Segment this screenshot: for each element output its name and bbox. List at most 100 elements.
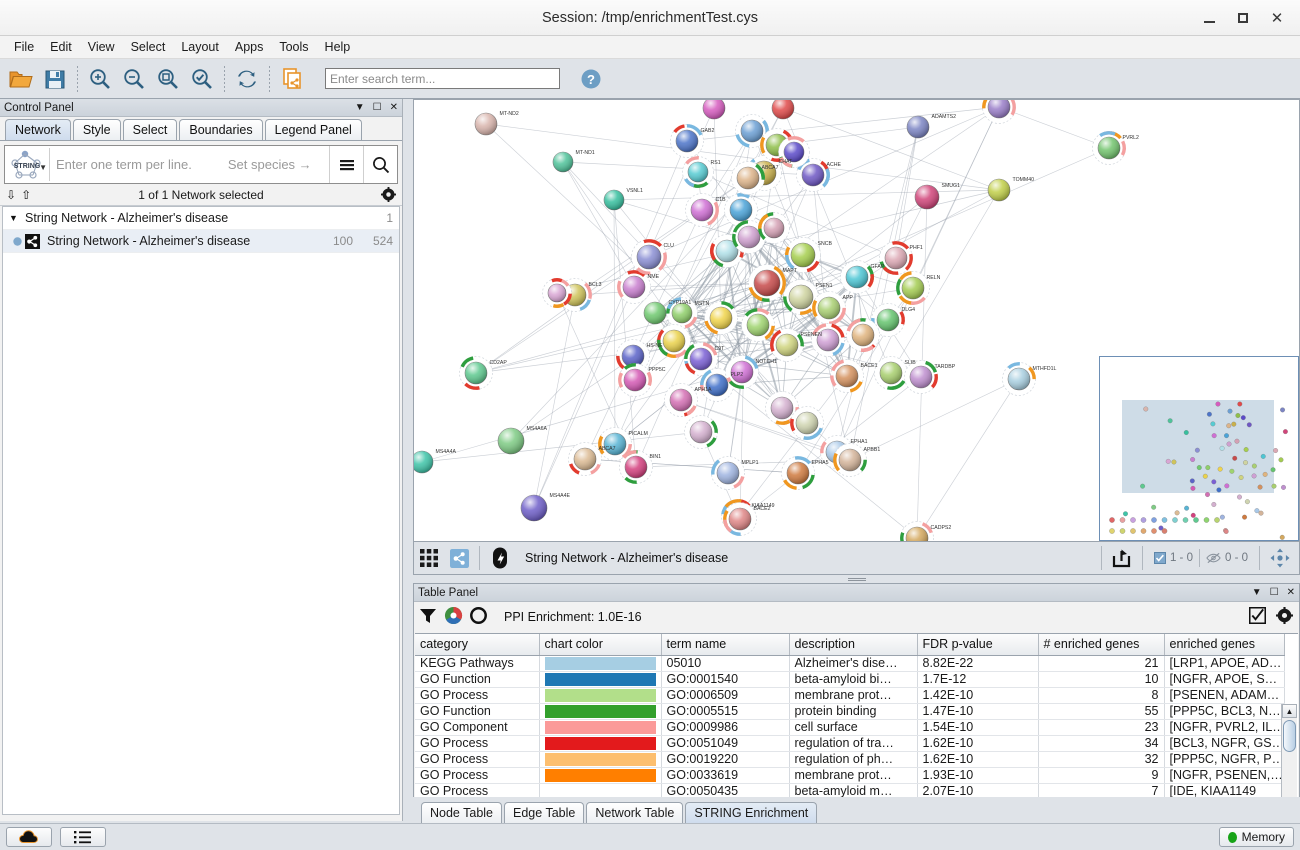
annotation-pen-icon[interactable] [485,545,515,571]
panel-splitter[interactable] [413,575,1300,583]
enrichment-table[interactable]: category chart color term name descripti… [415,633,1298,819]
column-header-chart-color[interactable]: chart color [539,634,662,656]
network-node[interactable] [778,136,810,168]
column-header-enriched-genes[interactable]: enriched genes [1164,634,1285,656]
network-node[interactable] [770,328,804,362]
menu-edit[interactable]: Edit [50,40,72,54]
column-header-description[interactable]: description [789,634,918,656]
network-settings-gear-icon[interactable] [381,187,396,205]
network-node[interactable] [874,356,908,390]
menu-tools[interactable]: Tools [279,40,309,54]
string-species-label[interactable]: Set species → [227,157,312,172]
network-node[interactable] [724,193,758,227]
menu-select[interactable]: Select [130,40,166,54]
tab-network-table[interactable]: Network Table [586,802,684,823]
tab-style[interactable]: Style [72,119,121,140]
tree-row-child[interactable]: String Network - Alzheimer's disease 100… [3,230,399,253]
menu-file[interactable]: File [14,40,35,54]
menu-apps[interactable]: Apps [234,40,264,54]
search-input[interactable] [325,68,560,89]
network-node[interactable] [987,178,1011,202]
scroll-up-arrow-icon[interactable]: ▲ [1282,704,1297,718]
zoom-fit-icon[interactable] [151,62,185,96]
network-minimap[interactable] [1099,356,1299,541]
network-node[interactable] [542,278,572,308]
network-node[interactable] [1002,362,1036,396]
network-node[interactable] [684,342,718,376]
table-row[interactable]: GO Process GO:0019220 regulation of ph… 1.6… [415,751,1285,768]
network-node[interactable] [685,193,719,227]
column-header-enriched-count[interactable]: # enriched genes [1038,634,1165,656]
network-node[interactable] [906,115,930,139]
memory-status-button[interactable]: Memory [1218,827,1294,847]
expand-triangle-icon[interactable]: ▼ [9,213,18,223]
expand-all-icon[interactable]: ⇧ [21,187,32,202]
network-node[interactable] [731,161,765,195]
network-node[interactable] [497,427,525,455]
network-node[interactable] [670,124,704,158]
network-node[interactable] [702,100,726,120]
network-node[interactable] [914,184,940,210]
table-row[interactable]: GO Process GO:0051049 regulation of tra… 1.… [415,735,1285,752]
network-node[interactable] [833,443,867,477]
export-image-icon[interactable] [1107,545,1137,571]
network-node[interactable] [619,450,653,484]
save-icon[interactable] [38,62,72,96]
menu-help[interactable]: Help [324,40,351,54]
table-row[interactable]: KEGG Pathways 05010 Alzheimer's dise… 8.82E… [415,655,1285,672]
menu-view[interactable]: View [87,40,115,54]
table-row[interactable]: GO Component GO:0009986 cell surface 1.54E-… [415,719,1285,736]
network-node[interactable] [666,297,698,329]
funnel-filter-icon[interactable] [418,606,438,629]
column-header-fdr[interactable]: FDR p-value [917,634,1039,656]
network-node[interactable] [904,360,938,394]
tab-select[interactable]: Select [122,119,178,140]
refresh-icon[interactable] [230,62,264,96]
control-panel-float-icon[interactable]: ☐ [372,102,382,113]
task-list-icon[interactable] [60,827,106,847]
open-folder-icon[interactable] [4,62,38,96]
maximize-button[interactable] [1226,3,1260,33]
network-node[interactable] [552,151,574,173]
network-node[interactable] [796,158,830,192]
network-node[interactable] [982,100,1016,124]
table-row[interactable]: GO Process GO:0033619 membrane prot… 1.93E-… [415,767,1285,784]
network-node[interactable] [741,308,775,342]
network-node[interactable] [700,368,734,402]
network-node[interactable] [732,220,766,254]
network-node[interactable] [771,100,795,120]
network-node[interactable] [830,359,864,393]
column-header-category[interactable]: category [415,634,540,656]
column-header-term-name[interactable]: term name [661,634,790,656]
network-view-canvas[interactable]: MT-ND2 MT-ND1 VSNL1 GAB2 RS1 C1B CHAT ABCA7 ACHE… [413,99,1300,542]
network-node[interactable] [812,291,846,325]
collapse-all-icon[interactable]: ⇩ [6,187,17,202]
help-icon[interactable]: ? [574,62,608,96]
zoom-selected-icon[interactable] [185,62,219,96]
magnifier-icon[interactable] [363,146,397,183]
network-node[interactable] [723,502,757,536]
network-node[interactable] [790,406,824,440]
network-node[interactable] [657,324,691,358]
network-node[interactable] [1092,131,1126,165]
network-node[interactable] [871,303,905,337]
minimize-button[interactable] [1192,3,1226,33]
table-settings-gear-icon[interactable] [1276,607,1293,627]
network-node[interactable] [568,442,602,476]
cloud-icon[interactable] [6,827,52,847]
donut-ring-icon[interactable] [469,606,488,628]
select-all-checkbox-icon[interactable] [1249,607,1266,627]
table-panel-float-icon[interactable]: ☐ [1269,587,1279,598]
table-panel-close-icon[interactable]: ✕ [1286,587,1295,598]
network-node[interactable] [811,323,845,357]
network-node[interactable] [520,494,548,522]
hamburger-icon[interactable] [329,146,363,183]
grid-layout-icon[interactable] [414,545,444,571]
string-term-input[interactable]: Enter one term per line. Set species → [50,146,329,183]
network-node[interactable] [725,355,759,389]
tab-string-enrichment[interactable]: STRING Enrichment [685,802,818,823]
close-button[interactable]: ✕ [1270,8,1284,27]
network-node[interactable] [783,279,819,315]
table-row[interactable]: GO Process GO:0006509 membrane prot… 1.42E-… [415,687,1285,704]
table-row[interactable]: GO Function GO:0001540 beta-amyloid bi… 1.7… [415,671,1285,688]
